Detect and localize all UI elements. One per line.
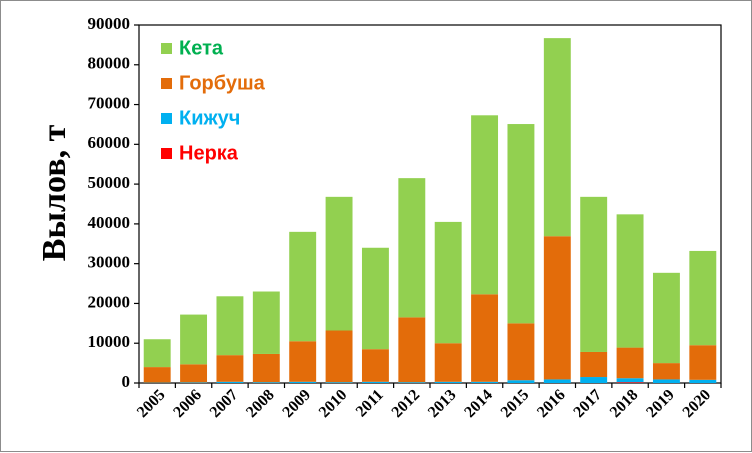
bar-2013-series-2: [435, 343, 462, 382]
legend-label: Горбуша: [179, 72, 266, 94]
y-tick-label: 30000: [88, 253, 131, 272]
bar-2015-series-1: [507, 380, 534, 383]
bar-2008-series-1: [253, 382, 280, 383]
y-tick-label: 70000: [88, 93, 131, 112]
bar-2018-series-0: [617, 382, 644, 383]
bar-2020-series-1: [689, 380, 716, 383]
x-tick-label: 2012: [389, 386, 424, 421]
bar-2006-series-1: [180, 382, 207, 383]
bar-2013-series-1: [435, 382, 462, 383]
y-axis-label: Вылов, т: [36, 124, 73, 261]
legend-swatch: [161, 113, 172, 124]
bar-2011-series-2: [362, 349, 389, 382]
bar-2005-series-2: [144, 367, 171, 383]
y-tick-label: 80000: [88, 54, 131, 73]
bar-2010-series-3: [326, 197, 353, 331]
bar-2014-series-3: [471, 115, 498, 294]
bar-2012-series-1: [398, 382, 425, 383]
bar-2015-series-2: [507, 323, 534, 380]
y-axis: 0 10000 20000 30000 40000 50000 60000 70000 8000…: [88, 14, 140, 391]
bar-2010-series-2: [326, 330, 353, 382]
legend-swatch: [161, 148, 172, 159]
y-tick-label: 10000: [88, 332, 131, 351]
bar-2007-series-2: [216, 355, 243, 382]
x-tick-label: 2018: [607, 386, 642, 421]
legend-swatch: [161, 78, 172, 89]
x-tick-label: 2010: [316, 386, 351, 421]
x-tick-label: 2013: [425, 386, 460, 421]
x-tick-label: 2014: [461, 386, 496, 421]
x-tick-label: 2007: [207, 386, 242, 421]
x-tick-label: 2009: [279, 386, 314, 421]
bar-2009-series-2: [289, 341, 316, 382]
x-tick-label: 2020: [680, 386, 715, 421]
bar-2019-series-2: [653, 363, 680, 379]
x-tick-label: 2008: [243, 386, 278, 421]
bar-2011-series-1: [362, 382, 389, 383]
bar-2013-series-3: [435, 222, 462, 343]
bar-2017-series-3: [580, 197, 607, 352]
y-tick-label: 0: [122, 372, 131, 391]
y-tick-label: 50000: [88, 173, 131, 192]
y-tick-label: 40000: [88, 213, 131, 232]
x-tick-label: 2016: [534, 386, 569, 421]
x-tick-label: 2005: [134, 386, 169, 421]
bar-2018-series-1: [617, 378, 644, 382]
bar-2014-series-2: [471, 294, 498, 382]
bar-2008-series-3: [253, 292, 280, 354]
bar-2007-series-3: [216, 296, 243, 355]
x-tick-label: 2011: [353, 386, 387, 420]
bar-2020-series-2: [689, 345, 716, 380]
legend-label: Кета: [179, 37, 224, 59]
y-tick-label: 90000: [88, 14, 131, 33]
y-tick-label: 20000: [88, 292, 131, 311]
bar-2016-series-3: [544, 38, 571, 236]
bar-2014-series-1: [471, 382, 498, 383]
bar-2007-series-1: [216, 382, 243, 383]
bar-2009-series-1: [289, 382, 316, 383]
bar-2017-series-1: [580, 377, 607, 383]
bar-2012-series-2: [398, 317, 425, 382]
bar-2006-series-3: [180, 315, 207, 365]
bar-2011-series-3: [362, 248, 389, 349]
legend-label: Кижуч: [179, 107, 240, 129]
bar-2019-series-1: [653, 379, 680, 383]
bar-2008-series-2: [253, 354, 280, 382]
legend-label: Нерка: [179, 142, 239, 164]
bar-2016-series-2: [544, 236, 571, 379]
bar-2010-series-1: [326, 382, 353, 383]
bar-2012-series-3: [398, 178, 425, 317]
x-tick-label: 2017: [570, 386, 605, 421]
x-tick-label: 2015: [498, 386, 533, 421]
bar-2009-series-3: [289, 232, 316, 341]
bar-2018-series-3: [617, 214, 644, 347]
bar-2017-series-2: [580, 352, 607, 377]
bar-2020-series-3: [689, 251, 716, 345]
x-tick-label: 2019: [643, 386, 678, 421]
y-tick-label: 60000: [88, 133, 131, 152]
bar-2018-series-2: [617, 348, 644, 379]
bar-2005-series-3: [144, 339, 171, 367]
bar-2015-series-3: [507, 124, 534, 323]
legend-swatch: [161, 43, 172, 54]
bar-2016-series-1: [544, 379, 571, 383]
bar-2019-series-3: [653, 273, 680, 363]
x-tick-label: 2006: [170, 386, 205, 421]
bar-2006-series-2: [180, 364, 207, 382]
